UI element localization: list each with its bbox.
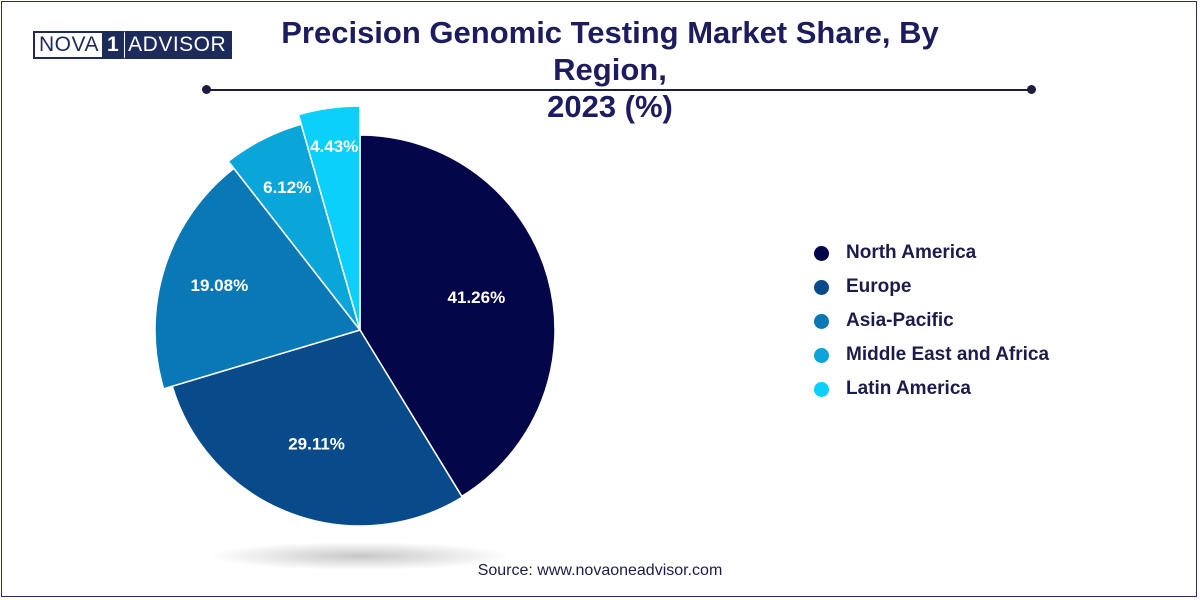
logo-text-left: NOVA [33,31,102,59]
pie-slice-labels: 41.26% 29.11% 19.08% 6.12% 4.43% [191,137,506,454]
legend-item-middle-east-africa: Middle East and Africa [814,338,1049,372]
legend-marker [814,347,829,363]
pie-slices [154,105,556,527]
legend-marker [814,279,829,295]
logo-number: 1 [101,31,125,59]
pie-slice-latin-america [297,105,361,331]
legend-item-europe: Europe [814,270,1049,304]
title-underline-right-dot [1027,85,1036,94]
pie-slice-europe [171,329,464,527]
legend-marker [814,245,829,261]
slice-value-label: 29.11% [288,434,345,453]
legend-item-north-america: North America [814,236,1049,270]
slice-value-label: 19.08% [191,276,249,295]
pie-slice-asia-pacific [154,167,362,390]
chart-title: Precision Genomic Testing Market Share, … [260,14,960,125]
brand-logo: NOVA 1 ADVISOR [33,31,233,59]
slice-value-label: 4.43% [310,137,358,156]
legend-item-asia-pacific: Asia-Pacific [814,304,1049,338]
legend-label: Europe [846,276,912,297]
legend-label: Latin America [846,378,971,399]
chart-title-line-2: 2023 (%) [547,89,673,124]
pie-slice-north-america [359,134,556,498]
legend-label: North America [846,242,977,263]
title-underline [206,89,1032,91]
chart-title-line-1: Precision Genomic Testing Market Share, … [281,15,939,87]
legend-label: Asia-Pacific [846,310,954,331]
pie-shadow [210,542,510,570]
logo-text-right: ADVISOR [124,31,233,59]
legend-label: Middle East and Africa [846,344,1050,365]
slice-value-label: 41.26% [448,288,506,307]
legend-marker [814,381,829,397]
title-underline-left-dot [202,85,211,94]
source-note: Source: www.novaoneadvisor.com [477,562,723,579]
legend-item-latin-america: Latin America [814,372,1049,406]
legend-marker [814,313,829,329]
slice-value-label: 6.12% [263,178,311,197]
legend: North America Europe Asia-Pacific Middle… [814,236,1049,406]
